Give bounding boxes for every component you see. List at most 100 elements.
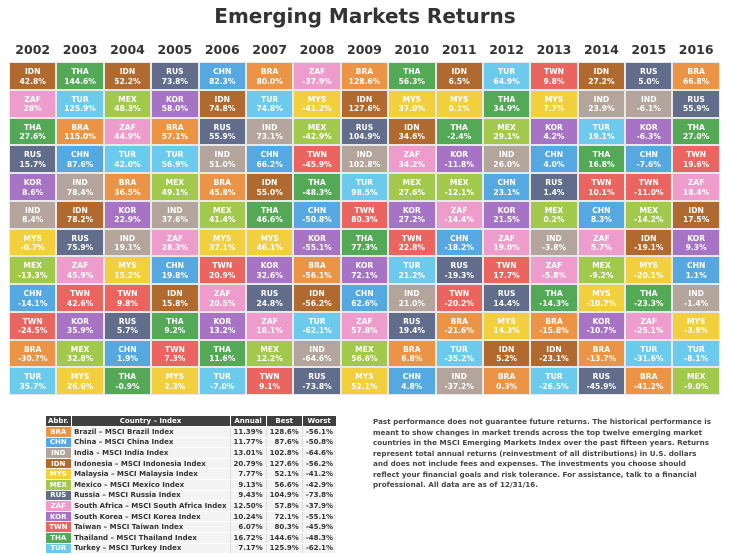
cell-value: -10.7% [586, 326, 617, 336]
cell-country: BRA [118, 178, 137, 187]
legend-row: MYS Malaysia – MSCI Malaysia Index 7.77% 52… [45, 468, 337, 480]
cell-value: -31.6% [634, 354, 664, 363]
return-cell: MEX 0.2% [530, 200, 578, 229]
cell-country: RUS [71, 233, 89, 243]
cell-country: BRA [71, 122, 89, 132]
legend-annual: 11.77% [229, 437, 267, 449]
legend-abbr: RUS [45, 490, 72, 502]
return-cell: KOR -6.3% [625, 117, 673, 146]
chart-title: Emerging Markets Returns [214, 4, 516, 28]
cell-country: IDN [356, 94, 373, 104]
cell-country: MYS [70, 372, 90, 382]
cell-value: 37.1% [209, 243, 236, 252]
legend-best: 80.3% [265, 521, 303, 533]
cell-country: THA [497, 94, 516, 104]
cell-country: THA [71, 67, 89, 76]
cell-country: CHN [307, 205, 327, 215]
cell-country: MEX [307, 122, 327, 132]
return-cell: THA 9.2% [151, 311, 199, 340]
return-cell: MEX -9.0% [672, 367, 720, 395]
cell-country: CHN [450, 233, 469, 243]
return-cell: MYS -20.1% [625, 256, 673, 284]
cell-value: 74.8% [256, 104, 283, 114]
cell-value: 1.1% [685, 270, 707, 280]
return-cell: IND 37.6% [151, 200, 199, 229]
legend-best: 87.6% [265, 437, 303, 449]
return-cell: ZAF -25.1% [625, 311, 673, 340]
cell-value: 80.3% [351, 215, 378, 225]
cell-value: -0.7% [20, 243, 45, 252]
cell-country: BRA [23, 344, 42, 354]
cell-value: 73.1% [256, 132, 283, 141]
cell-value: -42.9% [302, 132, 332, 141]
legend-row: MEX Mexico – MSCI Mexico Index 9.13% 56.6% -… [45, 479, 337, 491]
cell-country: BRA [450, 316, 468, 326]
cell-value: 4.8% [401, 381, 423, 391]
return-cell: CHN 82.3% [198, 62, 246, 90]
year-column-2010: THA 56.3% MYS 37.0% IDN 34.6% ZAF 34.2% MEX 27.6%… [388, 62, 436, 395]
legend-annual: 11.39% [229, 426, 267, 438]
return-cell: MYS 0.1% [435, 89, 483, 118]
year-label: 2007 [252, 42, 288, 57]
cell-country: KOR [213, 316, 232, 326]
cell-country: TUR [640, 344, 658, 354]
legend-best: 125.9% [265, 543, 303, 555]
cell-country: THA [166, 316, 184, 326]
return-cell: MEX 48.3% [103, 89, 152, 118]
return-cell: ZAF 44.9% [103, 117, 152, 146]
year-column-2013: TWN 9.8% MYS 7.7% KOR 4.2% CHN 4.0% RUS 1.4% MEX 0.… [530, 62, 578, 395]
return-cell: THA 77.3% [340, 228, 389, 257]
cell-country: THA [213, 344, 231, 354]
legend-abbr: CHN [45, 437, 72, 449]
cell-country: TUR [118, 150, 137, 160]
cell-value: 29.1% [493, 132, 520, 141]
cell-value: 0.3% [496, 381, 518, 391]
legend-country: Indonesia – MSCI Indonesia Index [71, 458, 230, 470]
cell-value: 56.9% [161, 159, 189, 169]
return-cell: TUR 21.2% [388, 256, 436, 284]
return-cell: IND 26.0% [482, 145, 531, 173]
cell-value: 0.2% [543, 215, 565, 225]
cell-country: TWN [70, 289, 91, 298]
return-cell: MEX 32.8% [56, 339, 104, 368]
return-cell: IND 21.0% [388, 284, 436, 312]
cell-value: 58.0% [161, 104, 189, 114]
cell-country: KOR [545, 122, 563, 132]
return-cell: IND 19.1% [103, 228, 152, 257]
return-cell: IDN -23.1% [530, 339, 578, 368]
cell-value: 27.2% [398, 215, 425, 225]
cell-value: 73.8% [161, 76, 189, 86]
return-cell: MEX 12.2% [245, 339, 294, 368]
cell-country: TWN [22, 316, 43, 326]
return-cell: IND 73.1% [245, 117, 294, 146]
return-cell: ZAF 28.3% [151, 228, 199, 257]
cell-value: 55.0% [256, 187, 283, 197]
cell-country: TUR [213, 372, 231, 382]
return-cell: KOR 27.2% [388, 200, 436, 229]
year-label: 2008 [299, 42, 335, 57]
legend-abbr: IDN [45, 458, 72, 470]
cell-value: -26.5% [539, 381, 569, 391]
return-cell: IND 51.0% [198, 145, 246, 173]
return-cell: MYS 7.7% [530, 89, 578, 118]
cell-value: 66.8% [682, 76, 710, 86]
cell-value: 19.1% [114, 243, 141, 252]
year-column-2008: ZAF -37.9% MYS -41.2% MEX -42.9% TWN -45.9% THA -… [293, 62, 341, 395]
cell-value: -8.1% [684, 354, 709, 363]
return-cell: ZAF -37.9% [293, 62, 341, 90]
cell-country: MEX [70, 344, 90, 354]
cell-country: TWN [496, 261, 517, 271]
cell-country: MYS [449, 94, 469, 104]
cell-value: -25.1% [634, 326, 664, 336]
return-cell: CHN 87.6% [56, 145, 104, 173]
cell-country: THA [118, 372, 137, 382]
return-cell: TWN 10.1% [577, 173, 626, 201]
cell-value: 104.9% [348, 132, 381, 141]
cell-country: KOR [687, 233, 706, 243]
cell-value: -56.1% [302, 270, 332, 280]
return-cell: MEX 29.1% [482, 117, 531, 146]
legend-best: 128.6% [265, 426, 303, 438]
cell-value: 35.9% [66, 326, 94, 336]
cell-value: 9.3% [685, 243, 707, 252]
return-cell: ZAF 20.5% [198, 284, 246, 312]
